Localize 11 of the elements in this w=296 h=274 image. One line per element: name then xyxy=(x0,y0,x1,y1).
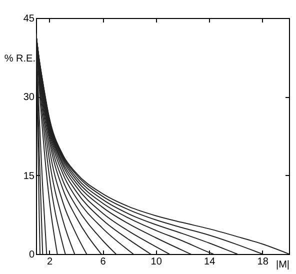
y-tick-label: 45 xyxy=(23,14,35,24)
y-tick-label: 30 xyxy=(23,92,35,104)
x-tick-label: 18 xyxy=(257,256,269,268)
y-tick-label: 0 xyxy=(28,250,35,260)
y-tick-label: 15 xyxy=(23,170,35,182)
x-tick-label: 14 xyxy=(204,256,216,268)
y-axis-title: % R.E. xyxy=(4,54,36,64)
x-tick-label: 10 xyxy=(150,256,162,268)
x-tick-label: 2 xyxy=(47,256,54,268)
x-axis-title: |M| xyxy=(276,260,290,270)
x-tick-label: 6 xyxy=(100,256,106,268)
